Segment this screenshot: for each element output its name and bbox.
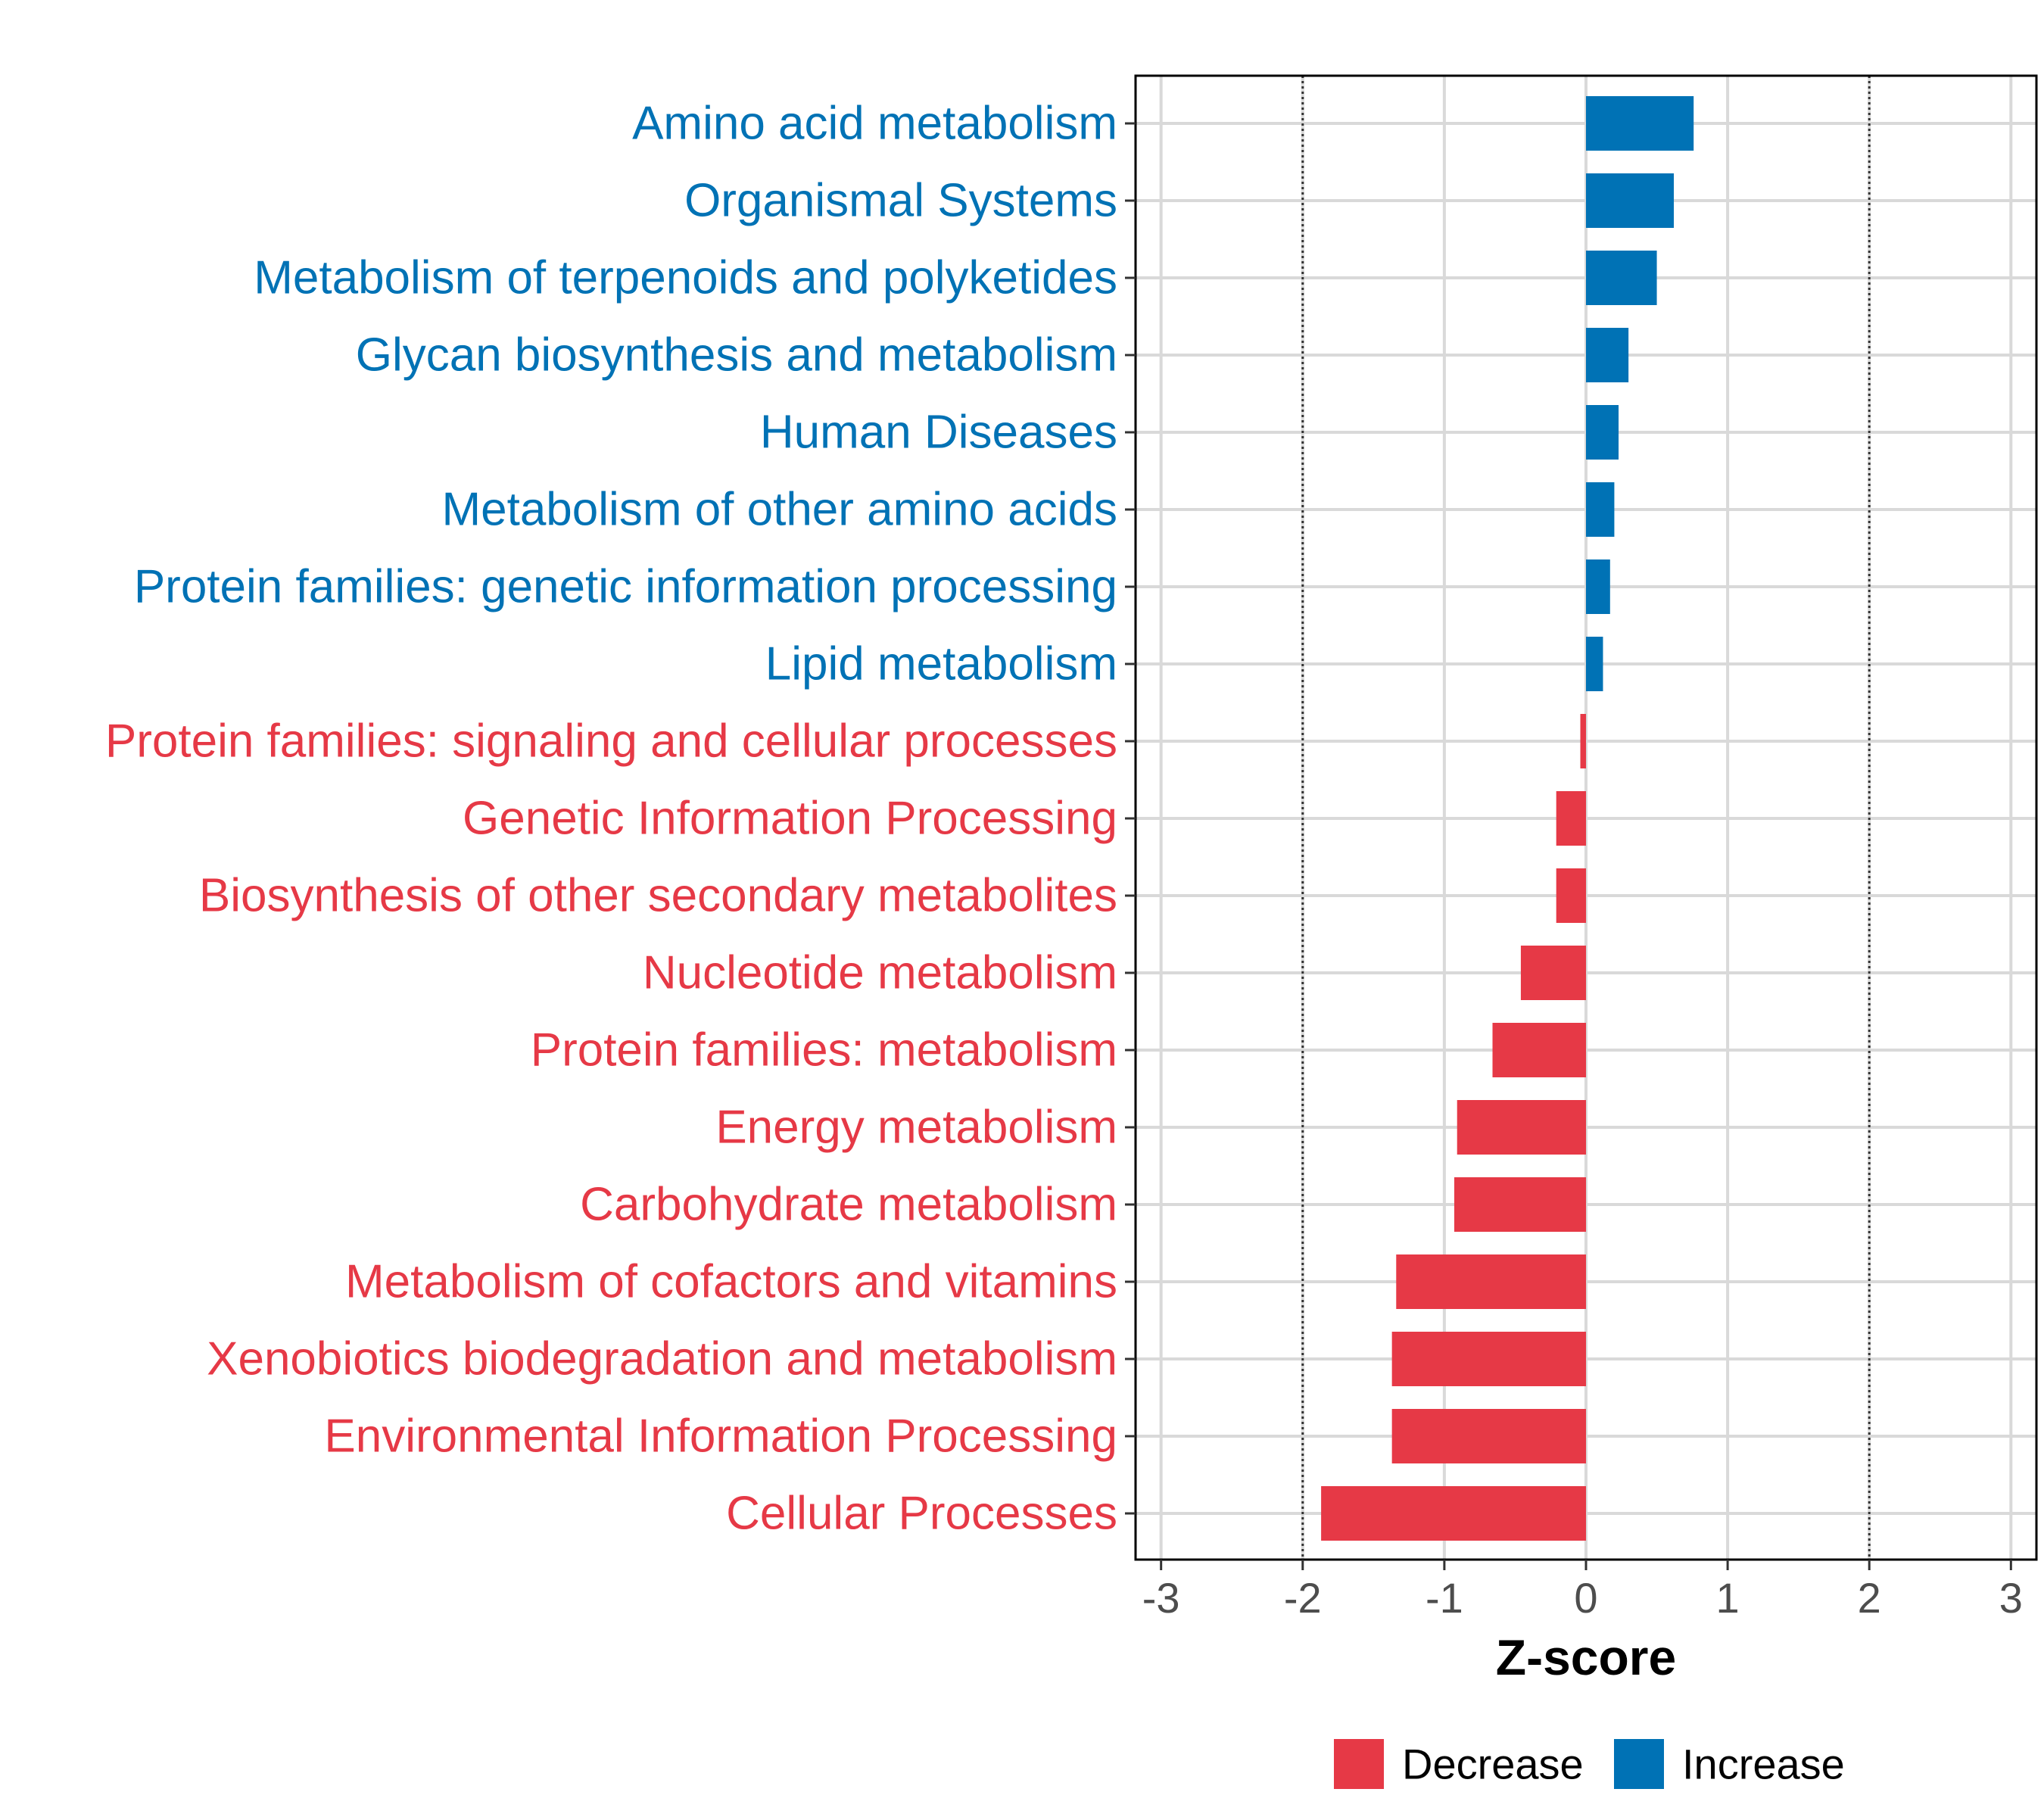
x-tick-label: 3 — [1999, 1574, 2023, 1622]
category-label: Carbohydrate metabolism — [580, 1179, 1117, 1231]
category-label: Human Diseases — [760, 407, 1117, 459]
y-axis-ticks — [1125, 122, 1136, 1515]
category-label: Cellular Processes — [726, 1488, 1117, 1540]
category-label: Energy metabolism — [715, 1102, 1117, 1154]
bar — [1586, 559, 1610, 614]
bar — [1391, 1332, 1586, 1386]
legend-swatch — [1334, 1739, 1384, 1789]
category-label: Glycan biosynthesis and metabolism — [356, 329, 1117, 382]
category-label: Protein families: signaling and cellular… — [105, 715, 1117, 768]
bar — [1457, 1100, 1586, 1155]
bar — [1556, 868, 1586, 923]
x-tick-label: -2 — [1284, 1574, 1322, 1622]
legend-label: Decrease — [1402, 1741, 1584, 1788]
x-tick-label: 0 — [1574, 1574, 1597, 1622]
legend-label: Increase — [1682, 1741, 1845, 1788]
bar — [1586, 328, 1629, 382]
category-label: Biosynthesis of other secondary metaboli… — [199, 870, 1117, 922]
category-label: Amino acid metabolism — [632, 98, 1117, 150]
x-tick-label: 2 — [1858, 1574, 1881, 1622]
bar — [1321, 1486, 1586, 1541]
category-label: Metabolism of other amino acids — [441, 484, 1117, 536]
category-label: Metabolism of terpenoids and polyketides — [254, 252, 1117, 304]
category-label: Xenobiotics biodegradation and metabolis… — [207, 1333, 1117, 1385]
category-label: Environmental Information Processing — [324, 1410, 1117, 1463]
bar — [1586, 251, 1657, 305]
y-axis-category-labels: Amino acid metabolism Organismal Systems M… — [105, 98, 1117, 1540]
x-tick-label: -3 — [1142, 1574, 1180, 1622]
reference-lines — [1301, 76, 1871, 1560]
x-tick-label: 1 — [1716, 1574, 1740, 1622]
category-label: Nucleotide metabolism — [643, 947, 1117, 999]
bar — [1586, 173, 1675, 228]
category-label: Organismal Systems — [684, 175, 1117, 227]
bar — [1580, 714, 1586, 768]
legend: Decrease Increase — [1334, 1739, 1845, 1789]
bar — [1492, 1023, 1586, 1077]
x-tick-label: -1 — [1426, 1574, 1463, 1622]
x-axis-ticks: -3 -2 -1 0 1 2 3 — [1142, 1560, 2023, 1622]
bar — [1391, 1409, 1586, 1463]
bar — [1556, 791, 1586, 846]
x-axis-title: Z-score — [1496, 1629, 1676, 1685]
bar — [1586, 405, 1619, 460]
bar — [1586, 637, 1603, 691]
bar — [1520, 946, 1586, 1000]
bar — [1586, 482, 1615, 537]
category-label: Lipid metabolism — [765, 638, 1117, 690]
bar — [1454, 1177, 1586, 1232]
category-label: Metabolism of cofactors and vitamins — [345, 1256, 1117, 1308]
legend-swatch — [1614, 1739, 1664, 1789]
bars — [1321, 96, 1694, 1541]
bar — [1586, 96, 1694, 151]
category-label: Protein families: metabolism — [531, 1024, 1117, 1077]
bar — [1396, 1254, 1586, 1309]
category-label: Genetic Information Processing — [463, 793, 1117, 845]
category-label: Protein families: genetic information pr… — [134, 561, 1117, 613]
